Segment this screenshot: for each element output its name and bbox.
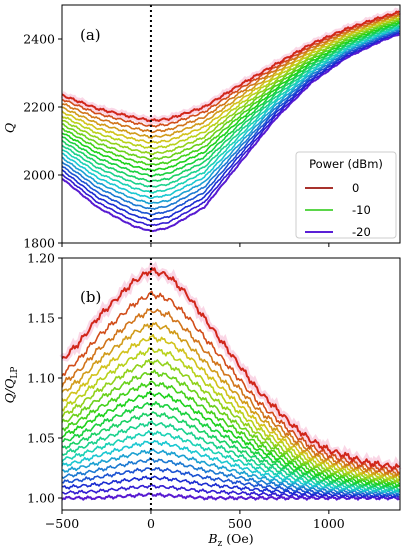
series-line-a-0 (61, 10, 400, 123)
series-line-a-14 (62, 26, 400, 200)
series-line-a-3 (61, 14, 400, 139)
y-tick-label-b: 1.10 (27, 371, 55, 386)
x-tick-label: 500 (228, 516, 252, 531)
panel-b-series (59, 260, 402, 501)
series-line-a-13 (61, 25, 400, 194)
panel-b-frame (61, 257, 401, 511)
series-line-b-14 (61, 439, 400, 494)
panel-b-ticks: 1.00 1.05 1.10 1.15 1.20 −500 0 500 1000 (27, 251, 345, 532)
legend: Power (dBm) 0 -10 -20 (295, 151, 397, 239)
series-line-a-20 (61, 33, 400, 233)
series-line-b-7 (61, 369, 400, 484)
panel-b-label: (b) (80, 288, 101, 306)
series-line-b-6 (61, 358, 401, 484)
x-tick-label: 1000 (313, 516, 345, 531)
series-line-b-10 (61, 400, 400, 489)
legend-label: -20 (352, 225, 371, 239)
panel-b: 1.00 1.05 1.10 1.15 1.20 −500 0 500 1000 (b) Q/Q… (2, 251, 402, 532)
y-tick-label-b: 1.20 (27, 251, 55, 266)
panel-b-ylabel: Q/QLP (2, 367, 20, 404)
x-tick-label: 0 (147, 516, 155, 531)
series-line-a-7 (61, 18, 400, 161)
series-line-b-20 (61, 492, 400, 501)
legend-label: 0 (352, 181, 359, 195)
series-line-a-11 (61, 23, 400, 183)
panel-a-frame (61, 4, 401, 244)
panel-a-series (60, 7, 402, 233)
series-line-a-6 (61, 17, 400, 156)
legend-box (295, 151, 397, 239)
series-line-a-17 (61, 30, 400, 216)
series-line-b-13 (61, 430, 401, 493)
y-tick-label-b: 1.00 (27, 491, 55, 506)
series-line-a-10 (61, 22, 400, 178)
panel-a: 1800 2000 2200 2400 (a) Q Power (dBm) 0 -10 -… (2, 4, 402, 251)
x-axis-label: Bz (Oe) (207, 531, 253, 549)
series-line-a-19 (61, 32, 400, 227)
panel-a-ticks: 1800 2000 2200 2400 (23, 32, 330, 251)
series-line-b-17 (61, 466, 400, 498)
legend-title: Power (dBm) (309, 157, 383, 171)
y-tick-label-a: 2200 (23, 100, 55, 115)
y-tick-label-b: 1.15 (27, 311, 55, 326)
series-line-b-1 (61, 290, 400, 474)
series-line-b-3 (61, 321, 400, 479)
series-line-a-15 (61, 27, 400, 205)
series-line-b-18 (61, 475, 400, 498)
y-tick-label-b: 1.05 (27, 431, 55, 446)
panel-a-label: (a) (80, 26, 101, 44)
x-tick-label: −500 (45, 516, 79, 531)
series-line-a-18 (61, 30, 400, 222)
panel-a-ylabel: Q (2, 123, 17, 133)
legend-label: -10 (352, 203, 371, 217)
series-line-a-2 (61, 13, 400, 134)
y-tick-label-a: 1800 (23, 236, 55, 251)
series-line-b-11 (61, 411, 400, 490)
series-line-b-2 (61, 308, 400, 477)
y-tick-label-a: 2000 (23, 168, 55, 183)
series-line-b-0 (61, 267, 400, 471)
y-tick-label-a: 2400 (23, 32, 55, 47)
